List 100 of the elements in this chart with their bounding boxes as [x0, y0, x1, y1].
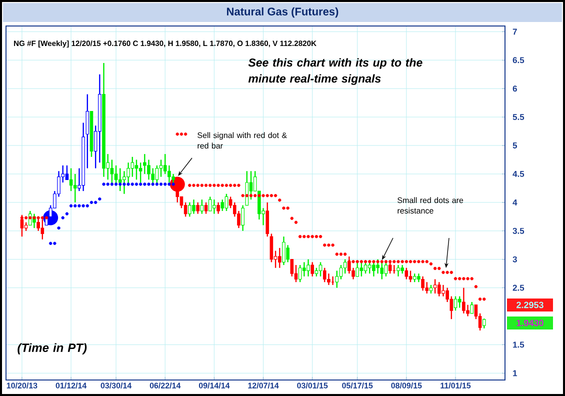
point	[110, 182, 114, 186]
candlestick	[224, 193, 228, 212]
candlestick	[134, 159, 138, 180]
candlestick	[298, 264, 302, 283]
candlestick	[36, 216, 40, 232]
candlestick	[73, 173, 77, 204]
x-tick-label: 01/12/14	[56, 382, 87, 388]
y-tick-label: 5	[512, 142, 518, 148]
candlestick	[20, 214, 24, 238]
candlestick	[470, 301, 474, 314]
candlestick	[245, 170, 249, 206]
x-tick-label: 03/01/15	[297, 382, 328, 388]
candlestick	[302, 262, 306, 278]
candlestick	[458, 296, 462, 308]
point	[143, 182, 146, 186]
candlestick	[266, 202, 270, 238]
candlestick	[318, 262, 322, 278]
candlestick	[339, 264, 343, 280]
point	[74, 204, 77, 208]
annotation: See this chart with its up to the minute real-time signals	[248, 58, 422, 85]
y-tick-label: 4	[512, 199, 518, 206]
point	[159, 182, 163, 186]
candlestick	[322, 267, 326, 283]
point	[126, 182, 130, 186]
candlestick	[286, 244, 290, 263]
point	[130, 182, 134, 186]
candlestick	[278, 247, 282, 268]
point	[138, 182, 142, 186]
point	[151, 182, 154, 186]
y-tick-label: 1.5	[513, 342, 524, 348]
y-tick-label: 3.5	[512, 228, 524, 234]
y-tick-label: 3	[512, 256, 517, 262]
candlestick	[310, 262, 314, 278]
y-tick-label: 5.5	[512, 114, 524, 120]
candlestick	[388, 262, 392, 274]
y-tick-label: 6.5	[512, 57, 524, 64]
point	[65, 212, 69, 216]
point	[78, 204, 81, 208]
candlestick	[343, 258, 347, 274]
candlestick	[204, 202, 208, 214]
candlestick	[155, 164, 159, 186]
point	[90, 200, 94, 204]
x-tick-label: 12/07/14	[248, 382, 279, 388]
point	[82, 204, 85, 208]
candlestick	[482, 318, 486, 329]
point	[61, 216, 64, 220]
candlestick	[356, 262, 359, 278]
candlestick	[368, 262, 372, 274]
candlestick	[216, 202, 220, 214]
candlestick	[114, 164, 118, 186]
candlestick	[360, 262, 364, 278]
candlestick	[437, 282, 441, 297]
candlestick	[442, 284, 445, 297]
candlestick	[192, 198, 196, 214]
point	[102, 182, 106, 186]
point	[48, 242, 52, 245]
annotation: (Time in PT)	[18, 343, 87, 354]
chart-title: Natural Gas (Futures)	[227, 7, 338, 18]
x-tick-label: 10/20/13	[6, 382, 38, 388]
x-tick-label: 11/01/15	[440, 382, 471, 388]
y-tick-label: 1	[513, 370, 518, 376]
candlestick	[110, 159, 114, 186]
candlestick	[454, 296, 458, 312]
candlestick	[282, 236, 286, 266]
point	[155, 182, 159, 186]
candlestick	[159, 159, 163, 178]
text: 1.9430	[516, 320, 544, 326]
candlestick	[65, 164, 69, 180]
point	[53, 242, 56, 245]
candlestick	[196, 202, 200, 214]
x-tick-label: 09/14/14	[198, 382, 230, 388]
candlestick	[220, 198, 224, 212]
point	[94, 200, 98, 204]
y-tick-label: 7	[512, 28, 517, 35]
candlestick	[118, 168, 122, 192]
point	[172, 182, 175, 186]
point	[168, 182, 171, 186]
candlestick	[380, 262, 384, 280]
x-tick-label: 03/30/14	[100, 382, 132, 388]
candlestick	[270, 233, 274, 263]
candlestick	[372, 262, 376, 278]
point	[86, 204, 90, 208]
point	[164, 182, 167, 186]
point	[57, 226, 60, 230]
candlestick	[462, 287, 466, 314]
candlestick	[306, 258, 310, 278]
candlestick	[396, 264, 400, 278]
y-tick-label: 4.5	[512, 170, 524, 177]
candlestick	[200, 198, 204, 214]
candlestick	[408, 270, 412, 283]
point	[147, 182, 150, 186]
point	[114, 182, 118, 186]
point	[106, 182, 110, 186]
text: 2.2953	[516, 302, 544, 308]
y-tick-label: 2.5	[512, 284, 524, 291]
candlestick	[212, 198, 216, 214]
candlestick	[335, 270, 339, 288]
candlestick	[433, 278, 437, 294]
x-tick-label: 06/22/14	[150, 382, 181, 388]
point	[118, 182, 122, 186]
